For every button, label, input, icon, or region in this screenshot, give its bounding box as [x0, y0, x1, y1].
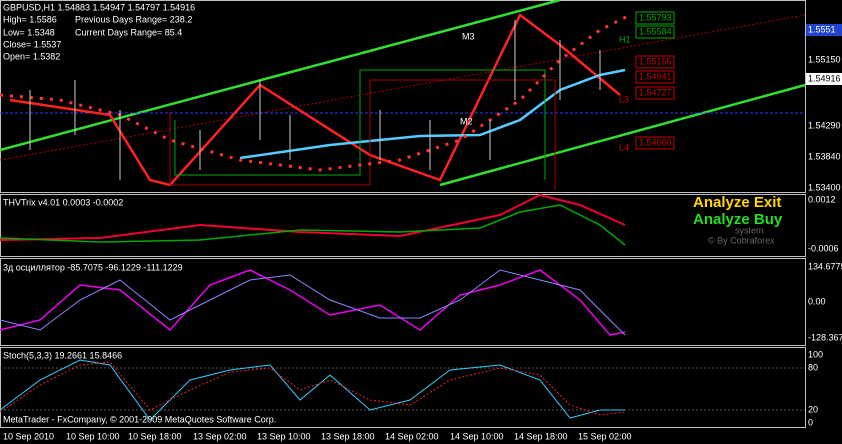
- current-price: 1.54916: [808, 73, 841, 83]
- osc-axis: -128.3673: [808, 332, 842, 342]
- trix-axis: 0.0012: [808, 194, 836, 204]
- osc-axis: 134.6775: [808, 261, 842, 271]
- trix-panel: [0, 194, 806, 257]
- level: 1.54727: [639, 87, 672, 97]
- cur-range: Current Days Range= 85.4: [75, 27, 182, 37]
- osc-panel: [0, 258, 806, 346]
- time-label: 13 Sep 18:00: [321, 431, 375, 441]
- price-label: 1.54290: [808, 120, 841, 130]
- main-drawings: [0, 0, 806, 190]
- price-label: 1.55150: [808, 54, 841, 64]
- stoch-lines: [0, 359, 626, 421]
- level: 1.55156: [639, 56, 672, 66]
- time-label: 13 Sep 02:00: [193, 431, 247, 441]
- stoch-axis: 100: [808, 349, 823, 359]
- time-label: 13 Sep 10:00: [257, 431, 311, 441]
- time-axis: 10 Sep 2010 10 Sep 10:00 10 Sep 18:00 13 Se…: [3, 431, 632, 441]
- level-boxes: 1.55793 1.55584 1.55156 1.54941 1.54727 …: [635, 11, 675, 150]
- close: Close= 1.5537: [3, 39, 61, 49]
- open: Open= 1.5382: [3, 51, 60, 61]
- trix-header: THVTrix v4.01 0.0003 -0.0002: [3, 197, 123, 207]
- footer: MetaTrader - FxCompany, © 2001-2009 Meta…: [3, 414, 276, 424]
- time-label: 14 Sep 18:00: [514, 431, 568, 441]
- low: Low= 1.5348: [3, 27, 55, 37]
- high: High= 1.5586: [3, 14, 57, 24]
- osc-lines: [0, 269, 626, 336]
- credit: © By Cobraforex: [708, 235, 775, 245]
- current-price-box: [806, 73, 842, 85]
- level: 1.55793: [639, 12, 672, 22]
- zigzag-mark: M3: [462, 31, 475, 41]
- level: 1.55584: [639, 26, 672, 36]
- osc-header: 3д осциллятор -85.7075 -96.1229 -111.122…: [3, 262, 183, 272]
- pivot-mark: H1: [619, 34, 631, 44]
- symbol-header: GBPUSD,H1 1.54883 1.54947 1.54797 1.5491…: [3, 2, 195, 12]
- price-label: 1.5551: [808, 24, 836, 34]
- osc-axis: 0.00: [808, 296, 826, 306]
- trix-lines: [0, 193, 626, 246]
- stoch-axis: 80: [808, 362, 818, 372]
- level: 1.54941: [639, 71, 672, 81]
- stoch-axis: 20: [808, 404, 818, 414]
- prev-range: Previous Days Range= 238.2: [75, 14, 192, 24]
- price-label: 1.53400: [808, 182, 841, 192]
- time-label: 10 Sep 10:00: [66, 431, 120, 441]
- time-label: 10 Sep 2010: [3, 431, 54, 441]
- zigzag-mark: M2: [460, 116, 473, 126]
- analyze-exit: Analyze Exit: [693, 194, 781, 211]
- pivot-mark: L3: [619, 94, 629, 104]
- trix-axis: -0.0006: [808, 243, 839, 253]
- stoch-axis: 0: [808, 417, 813, 427]
- stoch-panel: [0, 347, 806, 428]
- time-label: 10 Sep 18:00: [128, 431, 182, 441]
- analyze-buy: Analyze Buy: [693, 211, 783, 228]
- time-label: 15 Sep 02:00: [578, 431, 632, 441]
- system: system: [735, 225, 764, 235]
- pivot-mark: L4: [619, 142, 629, 152]
- time-label: 14 Sep 02:00: [385, 431, 439, 441]
- price-label: 1.53840: [808, 151, 841, 161]
- level: 1.54060: [639, 137, 672, 147]
- price-highlight: [806, 24, 842, 36]
- stoch-header: Stoch(5,3,3) 19.2661 15.8466: [3, 350, 122, 360]
- time-label: 14 Sep 10:00: [450, 431, 504, 441]
